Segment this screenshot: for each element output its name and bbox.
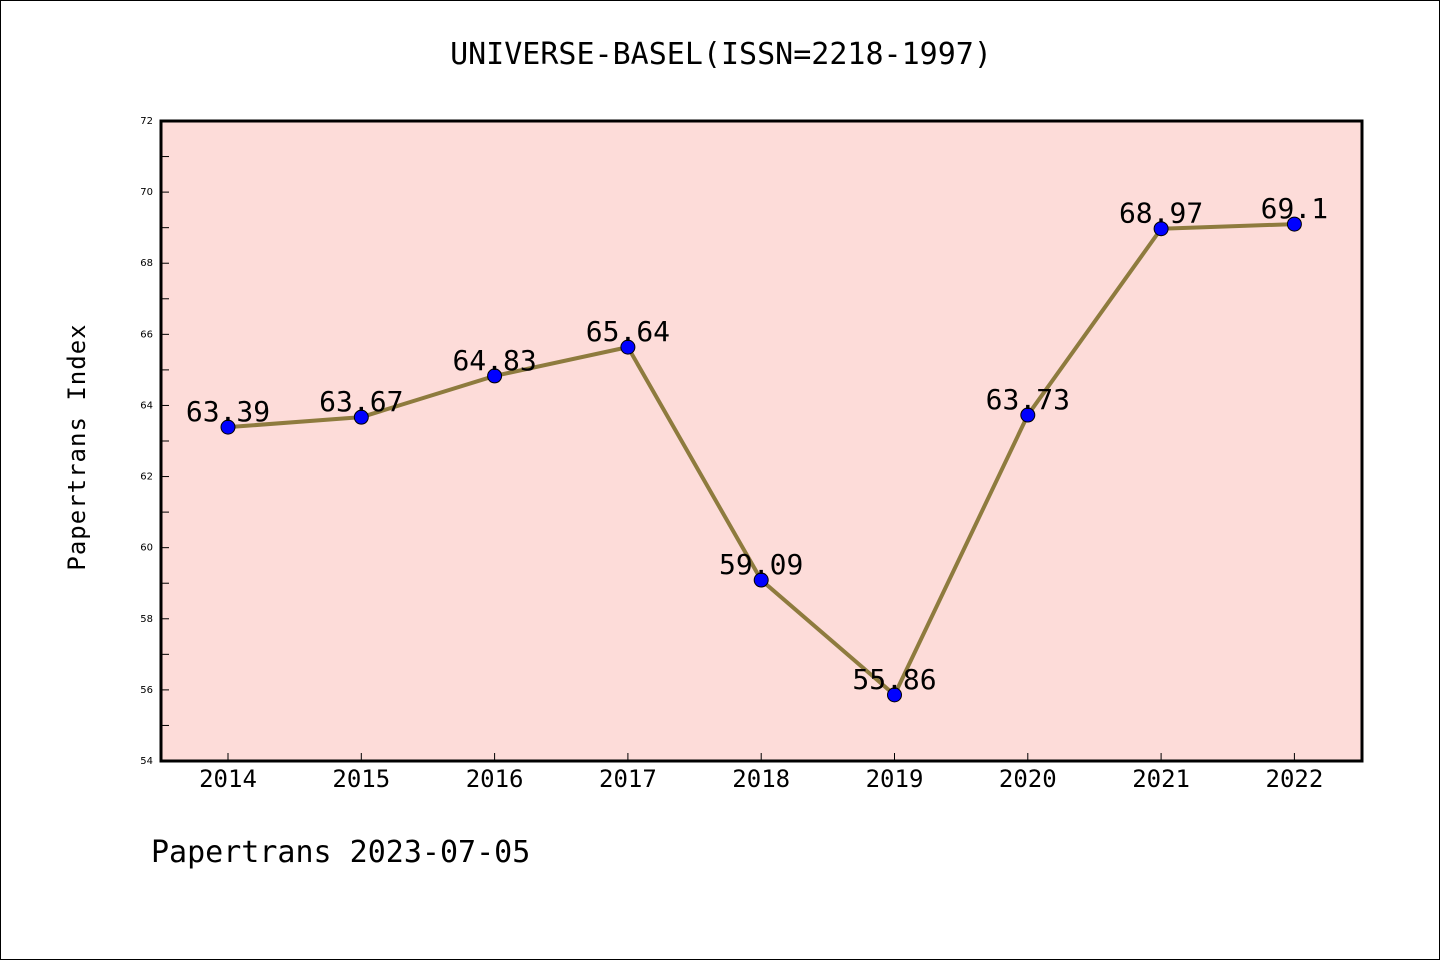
data-label: 63.67 [319,385,403,418]
data-label: 64.83 [452,344,536,377]
data-label-group: 63.39 63.67 64.83 65.64 59.09 55.86 63.73 68.97… [186,192,1328,696]
y-tick-label: 60 [140,543,153,554]
x-axis-ticks: 2014 2015 2016 2017 2018 2019 2020 2021 2022 [199,753,1323,793]
y-tick-label: 66 [140,329,153,340]
data-label: 55.86 [852,663,936,696]
x-tick-label: 2019 [866,765,924,793]
y-tick-label: 54 [140,756,153,767]
y-tick-label: 72 [140,116,153,127]
y-axis-ticks: 54 56 58 60 62 64 66 68 70 72 [140,116,169,767]
data-label: 63.39 [186,395,270,428]
chart-title: UNIVERSE-BASEL(ISSN=2218-1997) [450,37,992,72]
data-point [753,572,769,588]
y-tick-label: 58 [140,614,153,625]
data-point [353,409,369,425]
data-point [887,687,902,703]
y-tick-label: 64 [140,400,153,411]
footer-note: Papertrans 2023-07-05 [151,835,531,870]
data-point [220,419,236,435]
y-tick-label: 68 [140,258,153,269]
y-tick-label: 62 [140,472,153,483]
data-point [1020,407,1036,423]
data-point [1153,221,1169,237]
x-tick-label: 2022 [1266,765,1324,793]
x-tick-label: 2018 [732,765,790,793]
y-tick-label: 70 [140,187,153,198]
data-label: 68.97 [1119,197,1203,230]
x-tick-label: 2014 [199,765,257,793]
data-point [487,368,503,384]
data-point [620,339,636,355]
x-tick-label: 2020 [999,765,1057,793]
marker-group [220,216,1302,703]
y-tick-label: 56 [140,685,153,696]
data-label: 59.09 [719,548,803,581]
data-point [1286,216,1302,232]
x-tick-label: 2017 [599,765,657,793]
data-label: 69.1 [1261,192,1328,225]
plot-frame [159,119,1364,763]
x-tick-label: 2021 [1132,765,1190,793]
x-tick-label: 2015 [332,765,390,793]
data-label: 65.64 [586,315,670,348]
data-label: 63.73 [986,383,1070,416]
x-tick-label: 2016 [466,765,524,793]
